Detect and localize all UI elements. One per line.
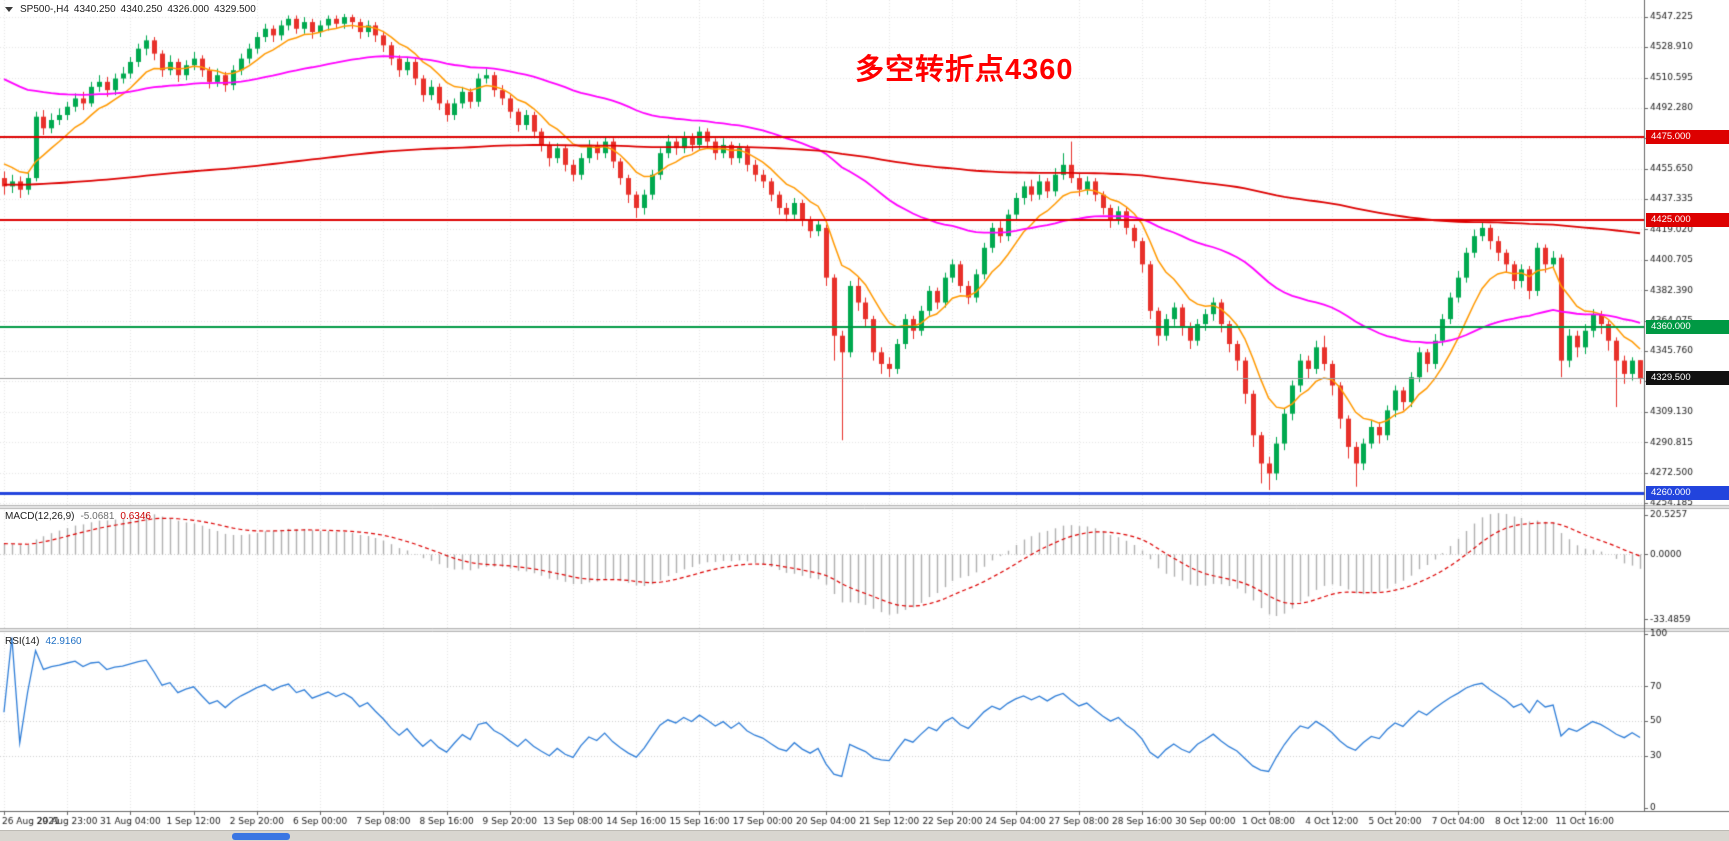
hline-tag-4425[interactable]: 4425.000 bbox=[1646, 212, 1729, 227]
symbol-timeframe: SP500-,H4 bbox=[20, 4, 69, 15]
symbol-info: SP500-,H4 4340.250 4340.250 4326.000 432… bbox=[5, 4, 256, 15]
annotation-text[interactable]: 多空转折点4360 bbox=[855, 54, 1074, 86]
bottom-bar bbox=[0, 830, 1729, 841]
macd-indicator-label: MACD(12,26,9) -5.0681 0.6346 bbox=[5, 511, 151, 522]
macd-name: MACD(12,26,9) bbox=[5, 511, 75, 522]
rsi-value: 42.9160 bbox=[45, 636, 82, 647]
current-price-tag: 4329.500 bbox=[1646, 371, 1729, 386]
rsi-indicator-label: RSI(14) 42.9160 bbox=[5, 636, 82, 647]
hline-tag-4260[interactable]: 4260.000 bbox=[1646, 486, 1729, 501]
scrollbar-thumb[interactable] bbox=[232, 833, 290, 840]
chart-shift-marker-icon bbox=[5, 7, 13, 12]
ohlc-open: 4340.250 bbox=[73, 4, 116, 15]
hline-tag-4360[interactable]: 4360.000 bbox=[1646, 320, 1729, 335]
macd-main-value: -5.0681 bbox=[80, 511, 115, 522]
rsi-name: RSI(14) bbox=[5, 636, 40, 647]
ohlc-close: 4329.500 bbox=[214, 4, 256, 15]
ohlc-high: 4340.250 bbox=[120, 4, 163, 15]
macd-signal-value: 0.6346 bbox=[120, 511, 151, 522]
hline-tag-4475[interactable]: 4475.000 bbox=[1646, 129, 1729, 144]
ohlc-low: 4326.000 bbox=[167, 4, 210, 15]
